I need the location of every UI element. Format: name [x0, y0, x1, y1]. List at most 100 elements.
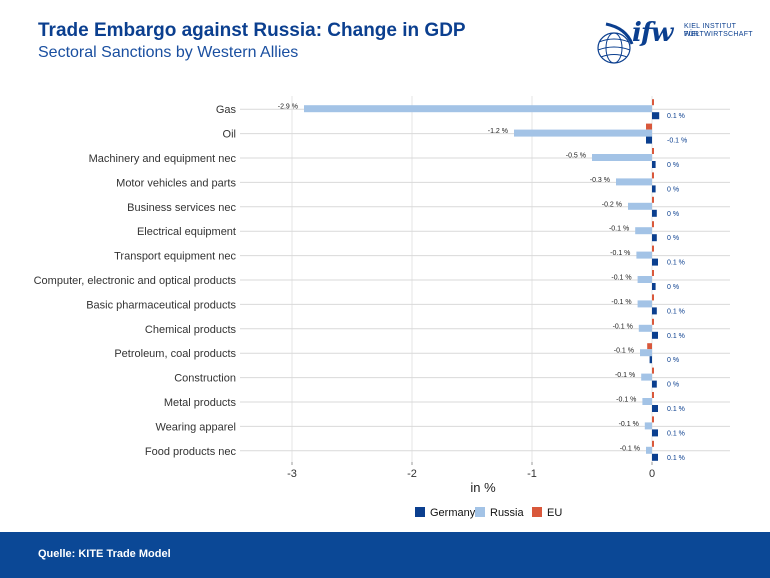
bar-russia-business-services-nec: [628, 202, 652, 210]
bar-eu-oil: [646, 123, 652, 130]
bar-germany-petroleum-coal-products: [649, 356, 652, 364]
data-label-russia-machinery-and-equipment-nec: -0.5 %: [566, 153, 586, 160]
bar-eu-basic-pharmaceutical-products: [652, 294, 654, 301]
category-label-machinery-and-equipment-nec: Machinery and equipment nec: [89, 153, 237, 165]
bar-russia-food-products-nec: [646, 446, 652, 454]
bar-germany-motor-vehicles-and-parts: [652, 185, 656, 193]
category-label-food-products-nec: Food products nec: [145, 446, 237, 458]
category-label-chemical-products: Chemical products: [145, 324, 237, 336]
data-label-germany-business-services-nec: 0 %: [667, 211, 679, 218]
data-label-russia-basic-pharmaceutical-products: -0.1 %: [611, 299, 631, 306]
legend-swatch-germany: [415, 507, 425, 517]
data-label-russia-business-services-nec: -0.2 %: [602, 201, 622, 208]
bar-russia-motor-vehicles-and-parts: [616, 178, 652, 186]
bar-russia-construction: [641, 373, 652, 381]
category-label-transport-equipment-nec: Transport equipment nec: [114, 251, 236, 263]
data-label-russia-computer-electronic-and-optical-products: -0.1 %: [611, 275, 631, 282]
bar-russia-chemical-products: [638, 324, 652, 332]
data-label-russia-food-products-nec: -0.1 %: [620, 445, 640, 452]
x-tick-label: -1: [527, 468, 537, 480]
category-label-construction: Construction: [174, 373, 236, 385]
category-label-wearing-apparel: Wearing apparel: [155, 421, 236, 433]
data-label-germany-construction: 0 %: [667, 382, 679, 389]
source-note: Quelle: KITE Trade Model: [38, 548, 171, 560]
bar-chart: Gas -2.9 % 0.1 % Oil -1.2 % -0.1 % Machinery a…: [34, 96, 730, 495]
bar-germany-transport-equipment-nec: [652, 258, 658, 266]
category-label-metal-products: Metal products: [164, 397, 237, 409]
bar-russia-wearing-apparel: [644, 422, 652, 430]
bar-germany-machinery-and-equipment-nec: [652, 161, 656, 168]
data-label-germany-machinery-and-equipment-nec: 0 %: [667, 162, 679, 169]
data-label-germany-petroleum-coal-products: 0 %: [667, 357, 679, 364]
logo-wordmark: ifw: [632, 18, 673, 48]
data-label-germany-oil: -0.1 %: [667, 138, 687, 145]
bar-germany-gas: [652, 112, 660, 120]
bar-eu-construction: [652, 367, 654, 374]
data-label-germany-basic-pharmaceutical-products: 0.1 %: [667, 308, 685, 315]
x-axis-title: in %: [470, 480, 496, 495]
bar-russia-gas: [304, 105, 652, 113]
category-label-electrical-equipment: Electrical equipment: [137, 226, 236, 238]
category-label-motor-vehicles-and-parts: Motor vehicles and parts: [116, 177, 236, 189]
ifw-logo: ifw KIEL INSTITUT FÜR WELTWIRTSCHAFT: [596, 18, 753, 70]
bar-eu-business-services-nec: [652, 196, 654, 203]
bar-russia-transport-equipment-nec: [636, 251, 652, 259]
bar-russia-basic-pharmaceutical-products: [637, 300, 652, 308]
legend-item-eu: EU: [532, 507, 562, 519]
legend-swatch-eu: [532, 507, 542, 517]
data-label-germany-chemical-products: 0.1 %: [667, 333, 685, 340]
category-label-computer-electronic-and-optical-products: Computer, electronic and optical product…: [34, 275, 237, 287]
legend-item-germany: Germany: [415, 507, 475, 519]
bar-eu-electrical-equipment: [652, 221, 654, 228]
legend-label-russia: Russia: [490, 507, 524, 519]
data-label-germany-gas: 0.1 %: [667, 113, 685, 120]
data-label-russia-motor-vehicles-and-parts: -0.3 %: [590, 177, 610, 184]
data-label-russia-oil: -1.2 %: [488, 128, 508, 135]
bar-russia-electrical-equipment: [635, 227, 652, 235]
bar-eu-gas: [652, 99, 654, 106]
data-label-germany-electrical-equipment: 0 %: [667, 235, 679, 242]
bar-germany-chemical-products: [652, 331, 658, 339]
globe-icon: [597, 22, 634, 64]
bar-eu-transport-equipment-nec: [652, 245, 654, 252]
bar-russia-computer-electronic-and-optical-products: [637, 276, 652, 283]
bar-germany-wearing-apparel: [652, 429, 658, 437]
category-label-petroleum-coal-products: Petroleum, coal products: [114, 348, 236, 360]
bar-germany-computer-electronic-and-optical-products: [652, 283, 656, 290]
bar-eu-wearing-apparel: [652, 416, 654, 423]
x-tick-label: -2: [407, 468, 417, 480]
data-label-russia-transport-equipment-nec: -0.1 %: [610, 250, 630, 257]
data-label-germany-motor-vehicles-and-parts: 0 %: [667, 186, 679, 193]
data-label-germany-computer-electronic-and-optical-products: 0 %: [667, 284, 679, 291]
bar-germany-basic-pharmaceutical-products: [652, 307, 657, 315]
category-label-gas: Gas: [216, 104, 237, 116]
bar-eu-chemical-products: [652, 318, 654, 325]
data-label-russia-wearing-apparel: -0.1 %: [619, 421, 639, 428]
bar-germany-business-services-nec: [652, 209, 657, 217]
data-label-germany-metal-products: 0.1 %: [667, 406, 685, 413]
data-label-russia-electrical-equipment: -0.1 %: [609, 226, 629, 233]
bar-germany-oil: [646, 136, 652, 144]
bar-germany-construction: [652, 380, 657, 388]
footer-bar: Quelle: KITE Trade Model: [0, 532, 770, 578]
data-label-russia-construction: -0.1 %: [615, 372, 635, 379]
bar-germany-electrical-equipment: [652, 234, 657, 242]
data-label-germany-wearing-apparel: 0.1 %: [667, 430, 685, 437]
chart-subtitle: Sectoral Sanctions by Western Allies: [38, 44, 299, 61]
logo-org-line2: WELTWIRTSCHAFT: [684, 31, 753, 38]
chart-title: Trade Embargo against Russia: Change in …: [38, 20, 466, 41]
bar-eu-machinery-and-equipment-nec: [652, 148, 654, 154]
data-label-germany-transport-equipment-nec: 0.1 %: [667, 260, 685, 267]
bar-germany-metal-products: [652, 405, 658, 412]
bar-eu-motor-vehicles-and-parts: [652, 172, 654, 179]
bar-eu-petroleum-coal-products: [647, 343, 652, 350]
bar-eu-food-products-nec: [652, 440, 654, 447]
bar-russia-oil: [514, 129, 652, 137]
data-label-russia-chemical-products: -0.1 %: [613, 323, 633, 330]
legend-label-eu: EU: [547, 507, 563, 519]
category-label-business-services-nec: Business services nec: [127, 202, 236, 214]
legend-item-russia: Russia: [475, 507, 524, 519]
legend-swatch-russia: [475, 507, 485, 517]
data-label-germany-food-products-nec: 0.1 %: [667, 455, 685, 462]
category-label-basic-pharmaceutical-products: Basic pharmaceutical products: [86, 299, 236, 311]
